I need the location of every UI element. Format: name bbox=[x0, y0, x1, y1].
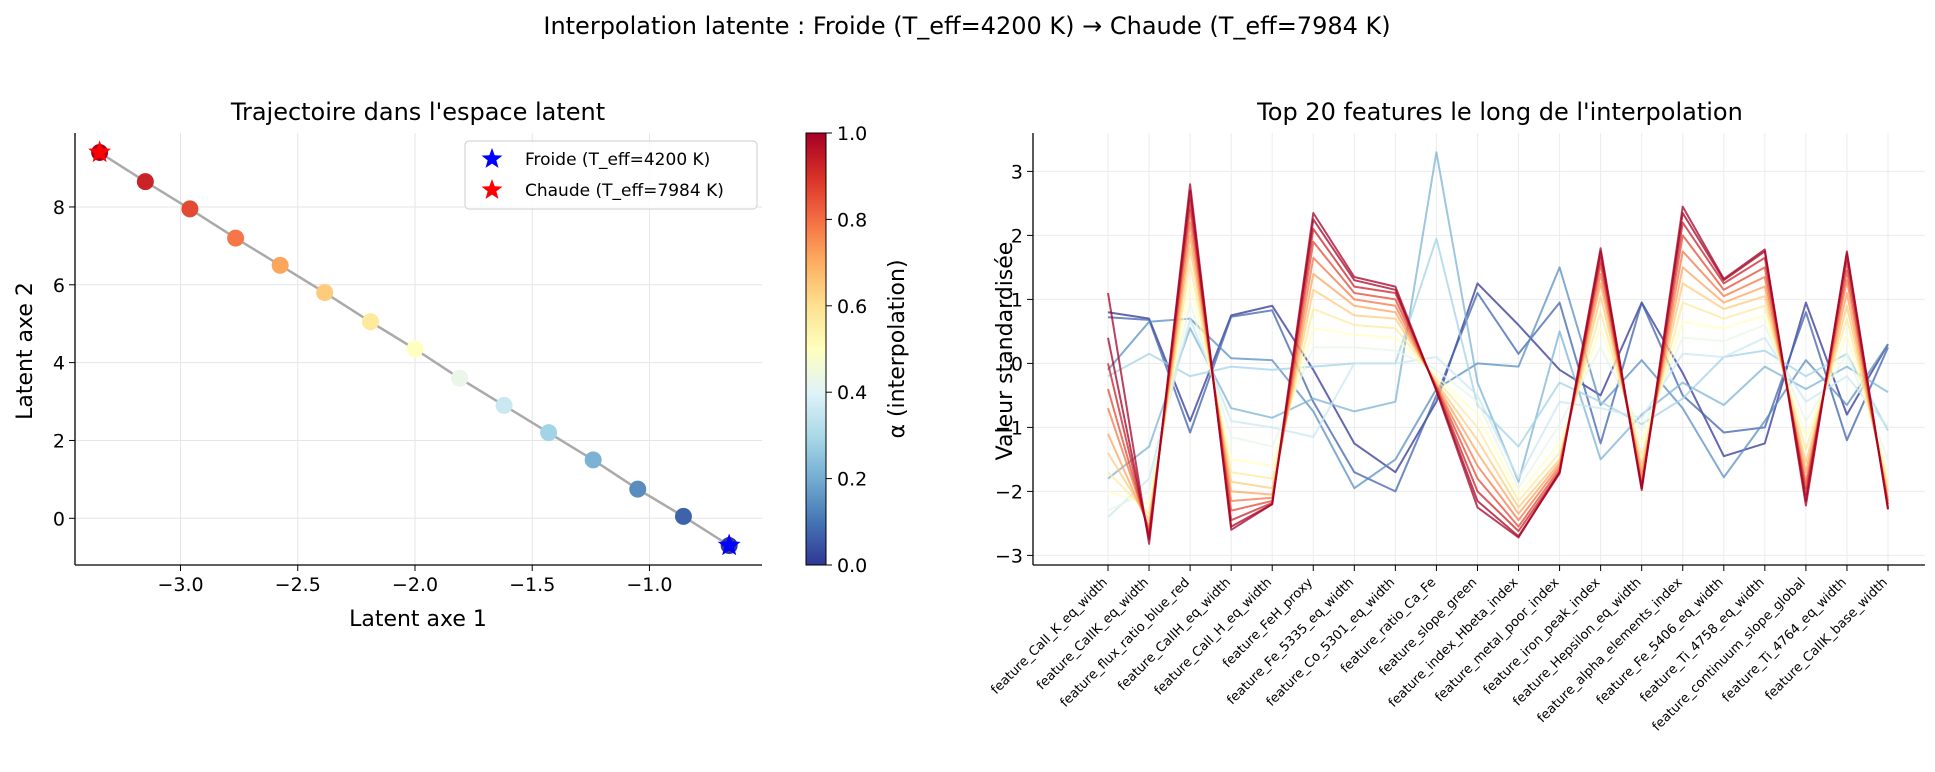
colorbar-tick-label: 0.0 bbox=[837, 555, 867, 577]
trajectory-point bbox=[495, 396, 513, 414]
right-y-tick-label: −2 bbox=[995, 481, 1023, 503]
right-y-ticks: −3 −2 −1 0 1 2 3 bbox=[995, 161, 1033, 567]
legend-label-chaude: Chaude (T_eff=7984 K) bbox=[525, 181, 724, 201]
feature-series-line bbox=[1107, 282, 1889, 474]
left-chart-title: Trajectoire dans l'espace latent bbox=[230, 98, 605, 126]
feature-series-line bbox=[1107, 301, 1889, 512]
trajectory-point bbox=[136, 173, 154, 191]
right-y-tick-label: 0 bbox=[1011, 353, 1023, 375]
left-x-tick-label: −3.0 bbox=[157, 574, 203, 596]
trajectory-point bbox=[629, 480, 647, 498]
right-y-tick-label: 2 bbox=[1011, 225, 1023, 247]
feature-series-line bbox=[1107, 292, 1889, 493]
left-x-axis-label: Latent axe 1 bbox=[349, 607, 487, 632]
right-y-tick-label: 3 bbox=[1011, 161, 1023, 183]
right-y-tick-label: −3 bbox=[995, 545, 1023, 567]
trajectory-point bbox=[361, 313, 379, 331]
feature-series-line bbox=[1107, 247, 1889, 522]
feature-series-line bbox=[1107, 151, 1889, 483]
left-y-tick-label: 4 bbox=[53, 353, 65, 375]
endpoint-star-marker bbox=[717, 533, 741, 556]
left-y-tick-label: 8 bbox=[53, 197, 65, 219]
right-grid bbox=[1033, 133, 1925, 565]
feature-series-line bbox=[1107, 189, 1889, 541]
right-y-tick-label: −1 bbox=[995, 417, 1023, 439]
colorbar-tick-label: 0.4 bbox=[837, 382, 867, 404]
left-x-ticks: −3.0 −2.5 −2.0 −1.5 −1.0 bbox=[157, 565, 673, 596]
left-y-tick-label: 6 bbox=[53, 275, 65, 297]
colorbar-label: α (interpolation) bbox=[885, 259, 910, 438]
trajectory-endpoints bbox=[88, 140, 741, 556]
trajectory-point bbox=[227, 229, 245, 247]
feature-series-line bbox=[1107, 234, 1889, 528]
left-y-tick-label: 2 bbox=[53, 430, 65, 452]
colorbar-tick-label: 0.8 bbox=[837, 209, 867, 231]
trajectory-point bbox=[271, 256, 289, 274]
colorbar: 0.0 0.2 0.4 0.6 0.8 1.0 α (interpolation) bbox=[805, 123, 910, 577]
left-x-tick-label: −1.5 bbox=[509, 574, 555, 596]
legend-box bbox=[464, 140, 758, 210]
endpoint-star-marker bbox=[88, 140, 112, 163]
feature-series-line bbox=[1107, 199, 1889, 538]
colorbar-gradient bbox=[805, 132, 827, 566]
latent-trajectory-panel: Trajectoire dans l'espace latent −3.0 −2.… bbox=[13, 98, 762, 632]
colorbar-tick-label: 0.6 bbox=[837, 296, 867, 318]
figure-suptitle: Interpolation latente : Froide (T_eff=42… bbox=[543, 12, 1390, 40]
left-y-ticks: 0 2 4 6 8 bbox=[53, 197, 75, 530]
legend-marker-froide bbox=[481, 148, 503, 168]
trajectory-point bbox=[540, 424, 558, 442]
right-chart-title: Top 20 features le long de l'interpolati… bbox=[1256, 98, 1743, 126]
trajectory-point bbox=[451, 369, 469, 387]
right-x-ticks: feature_CaII_K_eq_widthfeature_CaIIK_eq_… bbox=[988, 565, 1891, 734]
left-axes bbox=[74, 133, 762, 566]
legend-label-froide: Froide (T_eff=4200 K) bbox=[525, 150, 710, 170]
trajectory-point bbox=[674, 507, 692, 525]
trajectory-point bbox=[584, 451, 602, 469]
legend-star-froide-icon bbox=[481, 148, 503, 168]
feature-series-line bbox=[1107, 263, 1889, 515]
left-x-tick-label: −2.0 bbox=[392, 574, 438, 596]
left-y-tick-label: 0 bbox=[53, 508, 65, 530]
left-x-tick-label: −1.0 bbox=[626, 574, 672, 596]
feature-series-line bbox=[1107, 237, 1889, 448]
right-y-tick-label: 1 bbox=[1011, 289, 1023, 311]
legend-star-chaude-icon bbox=[481, 179, 503, 199]
feature-series-line bbox=[1107, 221, 1889, 531]
colorbar-tick-label: 0.2 bbox=[837, 469, 867, 491]
feature-lines-panel: Top 20 features le long de l'interpolati… bbox=[988, 98, 1925, 734]
legend: Froide (T_eff=4200 K) Chaude (T_eff=7984… bbox=[464, 140, 758, 210]
left-y-axis-label: Latent axe 2 bbox=[13, 282, 38, 420]
feature-series-lines bbox=[1107, 151, 1889, 545]
trajectory-point bbox=[406, 340, 424, 358]
colorbar-tick-label: 1.0 bbox=[837, 123, 867, 145]
left-x-tick-label: −2.5 bbox=[275, 574, 321, 596]
legend-marker-chaude bbox=[481, 179, 503, 199]
feature-series-line bbox=[1107, 183, 1889, 545]
right-axes bbox=[1032, 133, 1925, 566]
feature-series-line bbox=[1107, 208, 1889, 534]
right-y-axis-label: Valeur standardisée bbox=[993, 242, 1018, 461]
trajectory-point bbox=[316, 284, 334, 302]
feature-series-line bbox=[1107, 317, 1889, 518]
right-x-tick-label: feature_continuum_slope_global bbox=[1650, 575, 1809, 734]
feature-series-line bbox=[1107, 266, 1889, 490]
colorbar-ticks: 0.0 0.2 0.4 0.6 0.8 1.0 bbox=[826, 123, 867, 577]
trajectory-point bbox=[181, 200, 199, 218]
feature-series-line bbox=[1107, 282, 1889, 506]
